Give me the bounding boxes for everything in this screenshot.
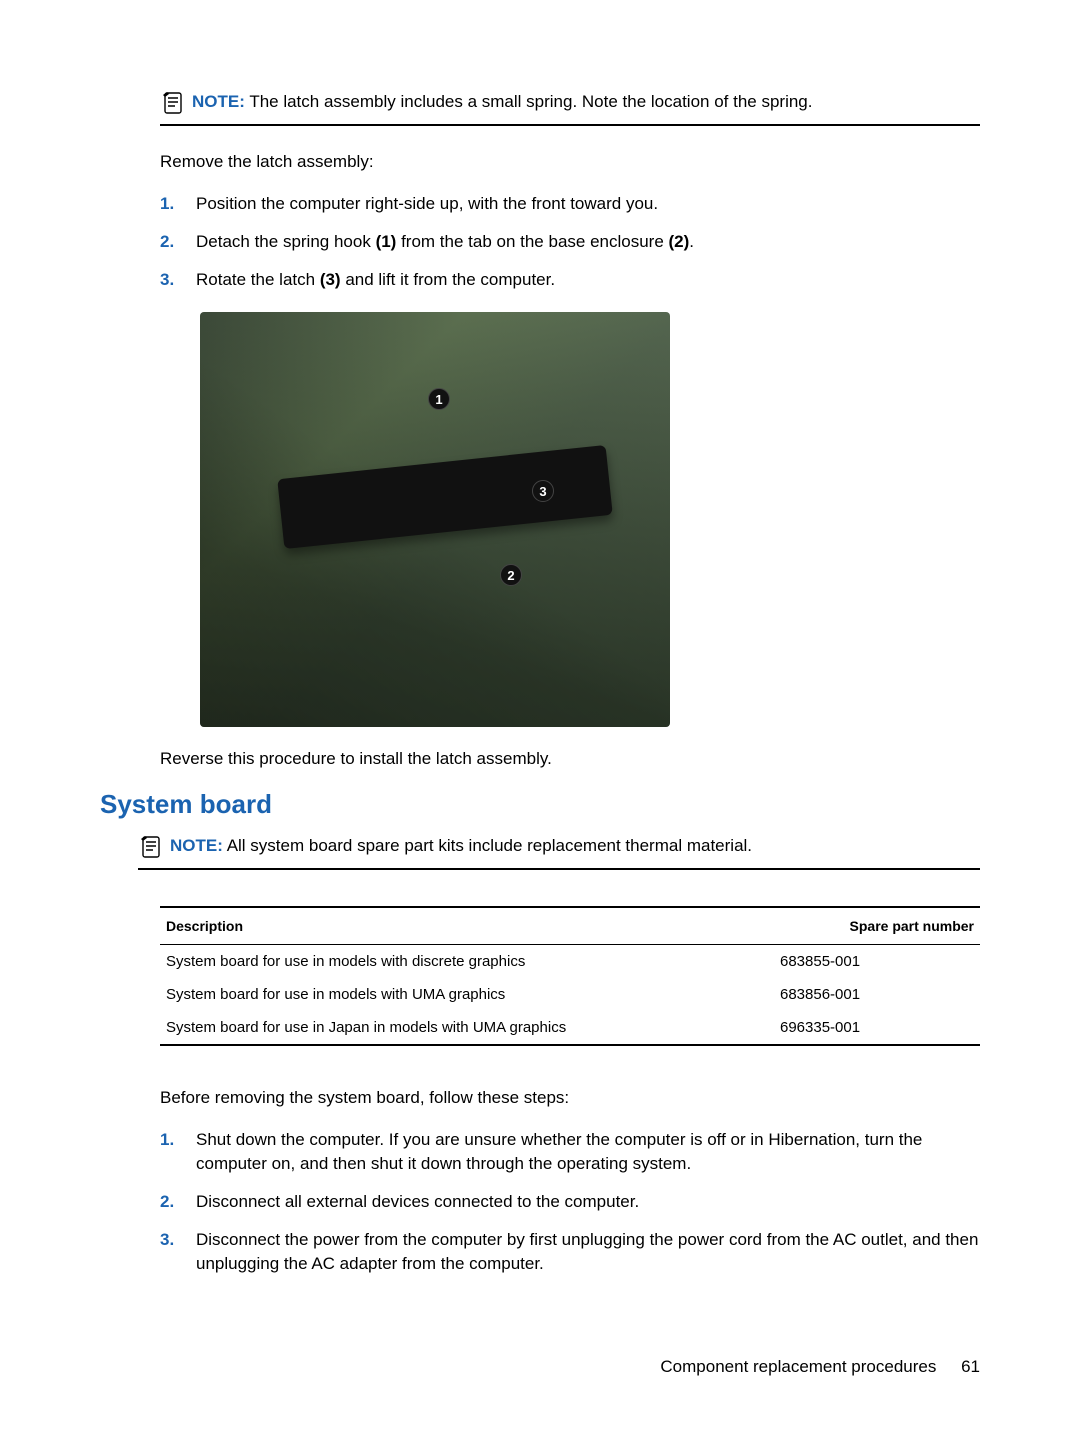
step-number: 1. bbox=[160, 1128, 196, 1152]
table-row: System board for use in models with UMA … bbox=[160, 978, 980, 1011]
step-number: 2. bbox=[160, 1190, 196, 1214]
list-item: 3. Disconnect the power from the compute… bbox=[160, 1228, 980, 1276]
list-item: 1. Position the computer right-side up, … bbox=[160, 192, 980, 216]
list-item: 1. Shut down the computer. If you are un… bbox=[160, 1128, 980, 1176]
step-number: 3. bbox=[160, 268, 196, 292]
note-block: NOTE: The latch assembly includes a smal… bbox=[160, 90, 980, 116]
table-row: System board for use in Japan in models … bbox=[160, 1011, 980, 1045]
note-label: NOTE: bbox=[192, 92, 245, 111]
callout-1: 1 bbox=[428, 388, 450, 410]
step-number: 3. bbox=[160, 1228, 196, 1252]
latch-shape bbox=[277, 445, 613, 549]
note-icon bbox=[160, 90, 186, 116]
list-item: 3. Rotate the latch (3) and lift it from… bbox=[160, 268, 980, 292]
note-label: NOTE: bbox=[170, 836, 223, 855]
table-cell-desc: System board for use in models with UMA … bbox=[160, 978, 780, 1011]
note-body: All system board spare part kits include… bbox=[227, 836, 752, 855]
list-item: 2. Detach the spring hook (1) from the t… bbox=[160, 230, 980, 254]
table-header-desc: Description bbox=[160, 907, 780, 945]
table-cell-spare: 683856-001 bbox=[780, 978, 980, 1011]
step-text: Disconnect the power from the computer b… bbox=[196, 1228, 980, 1276]
table-header-spare: Spare part number bbox=[780, 907, 980, 945]
step-text: Disconnect all external devices connecte… bbox=[196, 1190, 980, 1214]
page-number: 61 bbox=[961, 1357, 980, 1376]
note-underline bbox=[160, 124, 980, 126]
table-row: System board for use in models with disc… bbox=[160, 945, 980, 979]
step-list-2: 1. Shut down the computer. If you are un… bbox=[160, 1128, 980, 1276]
note-icon bbox=[138, 834, 164, 860]
step-list-1: 1. Position the computer right-side up, … bbox=[160, 192, 980, 292]
step-text: Rotate the latch (3) and lift it from th… bbox=[196, 268, 980, 292]
step-number: 1. bbox=[160, 192, 196, 216]
callout-3: 3 bbox=[532, 480, 554, 502]
instruction-text: Remove the latch assembly: bbox=[160, 150, 980, 174]
step-text: Position the computer right-side up, wit… bbox=[196, 192, 980, 216]
spare-parts-table: Description Spare part number System boa… bbox=[160, 906, 980, 1046]
footer-section: Component replacement procedures bbox=[660, 1357, 936, 1376]
step-text: Shut down the computer. If you are unsur… bbox=[196, 1128, 980, 1176]
table-cell-spare: 696335-001 bbox=[780, 1011, 980, 1045]
step-text: Detach the spring hook (1) from the tab … bbox=[196, 230, 980, 254]
list-item: 2. Disconnect all external devices conne… bbox=[160, 1190, 980, 1214]
note-body: The latch assembly includes a small spri… bbox=[249, 92, 812, 111]
note-block: NOTE: All system board spare part kits i… bbox=[138, 834, 980, 860]
table-cell-desc: System board for use in models with disc… bbox=[160, 945, 780, 979]
post-figure-text: Reverse this procedure to install the la… bbox=[160, 747, 980, 771]
instruction-text: Before removing the system board, follow… bbox=[160, 1086, 980, 1110]
section-title: System board bbox=[100, 789, 980, 820]
step-number: 2. bbox=[160, 230, 196, 254]
page-footer: Component replacement procedures 61 bbox=[660, 1357, 980, 1377]
table-cell-spare: 683855-001 bbox=[780, 945, 980, 979]
latch-assembly-figure: 1 3 2 bbox=[200, 312, 670, 727]
table-cell-desc: System board for use in Japan in models … bbox=[160, 1011, 780, 1045]
note-underline bbox=[138, 868, 980, 870]
callout-2: 2 bbox=[500, 564, 522, 586]
